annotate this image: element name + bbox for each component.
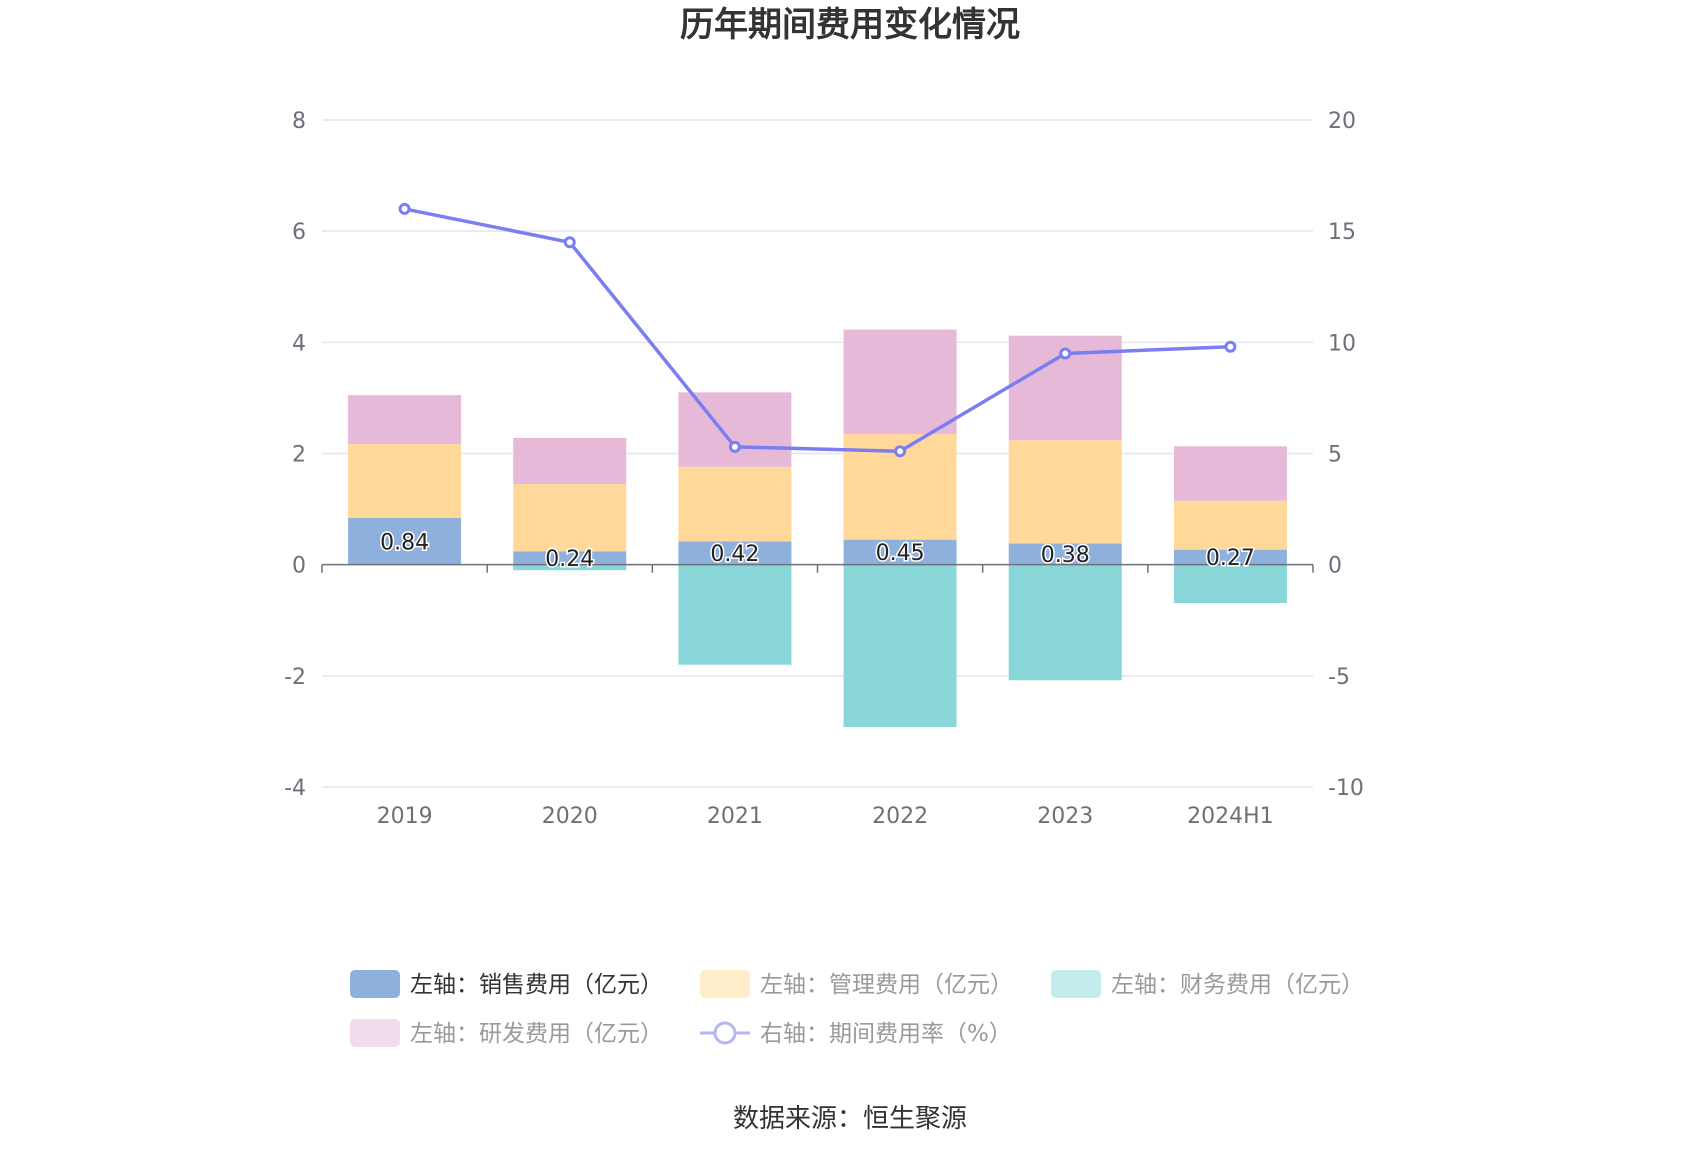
line-point [563, 236, 576, 249]
bar-segment [1173, 549, 1287, 565]
grid-lines [322, 119, 1313, 788]
line-point [1059, 347, 1072, 360]
bar-segment [348, 517, 462, 565]
bar-segment [843, 564, 957, 727]
x-axis-tick-label: 2022 [872, 804, 928, 829]
bar-segment [513, 551, 627, 565]
bar-segment [513, 564, 627, 571]
left-axis-tick-label: 4 [292, 331, 306, 356]
left-axis-tick-label: 0 [292, 554, 306, 579]
bar-segment [1008, 543, 1122, 565]
right-axis-tick-label: 10 [1328, 331, 1356, 356]
bar-segment [678, 564, 792, 665]
source-note: 数据来源：恒生聚源 [733, 1104, 967, 1134]
right-axis-tick-label: -5 [1328, 665, 1350, 690]
left-axis-tick-label: -4 [284, 776, 306, 801]
x-axis-tick-label: 2020 [542, 804, 598, 829]
bar-segment [1173, 500, 1287, 550]
right-axis-tick-label: 20 [1328, 109, 1356, 134]
legend-label: 右轴：期间费用率（%） [760, 1021, 1012, 1047]
bar-segment [843, 539, 957, 565]
chart-title: 历年期间费用变化情况 [680, 5, 1020, 45]
bar-segment [1008, 440, 1122, 544]
data-labels: 0.84 0.24 0.42 0.45 0.38 0.27 [379, 529, 1257, 574]
line-series [398, 202, 1237, 458]
x-axis-tick-label: 2021 [707, 804, 763, 829]
bar-segment [678, 541, 792, 565]
legend-label: 左轴：管理费用（亿元） [760, 972, 1013, 998]
right-axis-tick-label: 0 [1328, 554, 1342, 579]
x-axis-tick-label: 2024H1 [1187, 804, 1274, 829]
bar-segment [348, 395, 462, 445]
left-axis-tick-label: -2 [284, 665, 306, 690]
line-point [398, 202, 411, 215]
bar-value-label: 0.84 [380, 530, 429, 555]
bar-value-label: 0.45 [876, 541, 925, 566]
right-axis-tick-label: -10 [1328, 776, 1364, 801]
bar-value-label: 0.24 [545, 547, 594, 572]
bar-value-label: 0.38 [1041, 543, 1090, 568]
legend-label: 左轴：财务费用（亿元） [1111, 972, 1364, 998]
bar-value-label: 0.27 [1206, 546, 1255, 571]
bar-segment [1173, 446, 1287, 501]
bar-value-label: 0.42 [710, 542, 759, 567]
bar-segment [513, 484, 627, 552]
axes: -4 -2 0 2 4 6 8 -10 -5 0 5 10 15 20 2019 2020 2021 2022 20… [284, 109, 1364, 829]
left-axis-tick-label: 2 [292, 443, 306, 468]
legend-marker-swatch [713, 1021, 737, 1045]
x-axis-tick-label: 2023 [1037, 804, 1093, 829]
bar-marks [348, 329, 1287, 727]
legend: 左轴：销售费用（亿元） 左轴：管理费用（亿元） 左轴：财务费用（亿元） 左轴：研发费用… [350, 970, 1364, 1047]
bar-segment [513, 437, 627, 485]
line-point [1224, 340, 1237, 353]
x-axis-tick-label: 2019 [377, 804, 433, 829]
right-axis-tick-label: 15 [1328, 220, 1356, 245]
legend-swatch [1051, 970, 1101, 998]
bar-segment [348, 444, 462, 518]
line-point [894, 445, 907, 458]
bar-segment [843, 329, 957, 435]
legend-swatch [700, 970, 750, 998]
legend-label: 左轴：销售费用（亿元） [410, 972, 663, 998]
left-axis-tick-label: 6 [292, 220, 306, 245]
line-path [404, 207, 1231, 454]
bar-segment [1008, 564, 1122, 681]
right-axis-tick-label: 5 [1328, 443, 1342, 468]
legend-label: 左轴：研发费用（亿元） [410, 1021, 663, 1047]
legend-swatch [350, 1019, 400, 1047]
line-point [728, 440, 741, 453]
bar-segment [678, 392, 792, 467]
bar-segment [1173, 564, 1287, 604]
legend-swatch [350, 970, 400, 998]
bar-segment [678, 466, 792, 542]
left-axis-tick-label: 8 [292, 109, 306, 134]
